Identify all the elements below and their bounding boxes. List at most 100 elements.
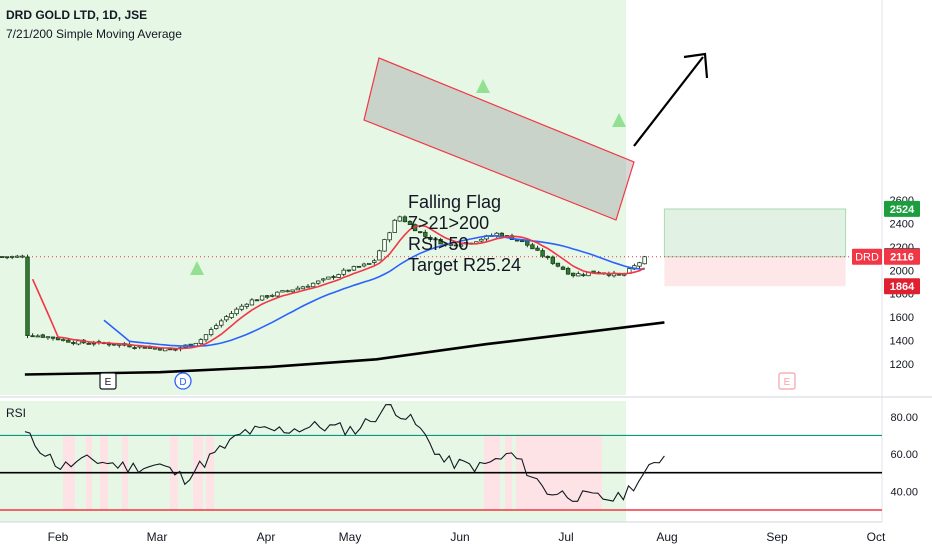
earnings-marker-frame xyxy=(99,372,117,390)
upcoming-earnings-marker-frame xyxy=(778,372,796,390)
candle-down xyxy=(550,256,555,264)
last-price-label: 2116 xyxy=(890,252,914,264)
candle-down xyxy=(407,220,413,225)
candle-up xyxy=(35,335,40,338)
rsi-line xyxy=(24,404,665,502)
candle-down xyxy=(30,335,35,338)
candle-up xyxy=(203,334,209,341)
upcoming-earnings-marker: E xyxy=(784,377,791,388)
candle-up xyxy=(234,308,239,315)
target-price-label-bg xyxy=(884,200,920,217)
rsi-tick-label: 80.00 xyxy=(890,412,918,424)
stop-loss-zone xyxy=(664,256,846,287)
month-tick-label: Mar xyxy=(147,530,168,544)
candle-down xyxy=(40,334,45,338)
candle-up xyxy=(61,339,66,341)
candle-down xyxy=(545,255,550,259)
candle-down xyxy=(71,342,76,345)
candle-up xyxy=(213,325,219,329)
sma-21-line xyxy=(103,235,645,348)
candle-down xyxy=(530,244,535,250)
annotation-rsi: RSI>50 xyxy=(408,234,469,254)
candle-up xyxy=(305,285,311,288)
candle-up xyxy=(576,273,581,277)
candle-down xyxy=(4,256,10,259)
rsi-pane-title: RSI xyxy=(6,406,26,420)
month-tick-label: Feb xyxy=(48,530,69,544)
candle-down xyxy=(560,266,566,270)
target-profit-zone xyxy=(663,208,847,258)
candle-up xyxy=(76,340,81,345)
candle-down xyxy=(188,343,193,346)
symbol-tag-bg xyxy=(852,248,882,265)
candle-up xyxy=(45,336,51,339)
candle-up xyxy=(392,219,397,233)
candle-down xyxy=(428,237,433,240)
candle-up xyxy=(198,339,204,345)
candle-down xyxy=(66,339,71,343)
buy-signal-marker xyxy=(476,79,490,93)
candle-up xyxy=(147,347,153,349)
candle-down xyxy=(356,265,362,268)
candle-down xyxy=(555,262,561,267)
rsi-tick-label: 60.00 xyxy=(890,449,918,461)
dividend-marker: D xyxy=(179,377,186,388)
target-price-label: 2524 xyxy=(890,204,915,216)
candle-up xyxy=(208,329,214,336)
candle-up xyxy=(377,250,382,261)
candle-down xyxy=(565,268,571,275)
candle-down xyxy=(254,299,260,302)
symbol-tag: DRD xyxy=(855,252,879,264)
candle-down xyxy=(514,239,520,242)
candle-up xyxy=(326,276,331,280)
price-tick-label: 1400 xyxy=(890,336,914,348)
projection-arrow-shaft xyxy=(633,56,704,147)
sma-200-line xyxy=(24,321,665,376)
rsi-tick-label: 40.00 xyxy=(890,486,918,498)
candle-up xyxy=(310,282,316,288)
candle-up xyxy=(341,269,346,275)
candle-up xyxy=(295,287,300,291)
candle-up xyxy=(382,239,387,252)
candle-down xyxy=(25,256,30,336)
candle-down xyxy=(525,240,530,246)
candle-down xyxy=(417,231,423,234)
candle-up xyxy=(448,243,453,246)
candle-down xyxy=(520,240,525,243)
candle-up xyxy=(290,289,295,293)
annotation-ma-order: 7>21>200 xyxy=(408,213,490,233)
candle-down xyxy=(50,336,56,339)
candle-up xyxy=(9,255,15,258)
candle-up xyxy=(361,263,367,267)
candle-up xyxy=(244,303,249,307)
candle-down xyxy=(86,342,91,345)
buy-signal-marker xyxy=(190,261,204,275)
candle-up xyxy=(20,255,25,258)
candle-down xyxy=(157,348,163,351)
candle-up xyxy=(280,290,285,293)
candle-up xyxy=(315,280,321,284)
candle-down xyxy=(453,244,459,247)
candle-down xyxy=(132,347,137,350)
candle-up xyxy=(270,294,275,297)
bullish-zone-background xyxy=(0,0,626,395)
candle-down xyxy=(264,295,270,298)
candle-up xyxy=(637,262,642,267)
candle-up xyxy=(229,313,234,318)
candle-down xyxy=(0,256,5,258)
month-tick-label: Sep xyxy=(766,530,788,544)
annotation-pattern: Falling Flag xyxy=(408,192,502,212)
projection-arrow-head xyxy=(683,52,709,79)
dividend-marker-frame xyxy=(174,372,192,390)
buy-signal-marker xyxy=(612,113,626,127)
candle-up xyxy=(642,256,647,265)
candle-down xyxy=(331,276,336,278)
candle-up xyxy=(336,274,341,278)
candle-up xyxy=(152,347,158,350)
month-tick-label: May xyxy=(339,530,362,544)
month-tick-label: Oct xyxy=(867,530,886,544)
candle-up xyxy=(387,232,392,241)
candle-up xyxy=(249,299,255,306)
candle-down xyxy=(346,269,351,272)
